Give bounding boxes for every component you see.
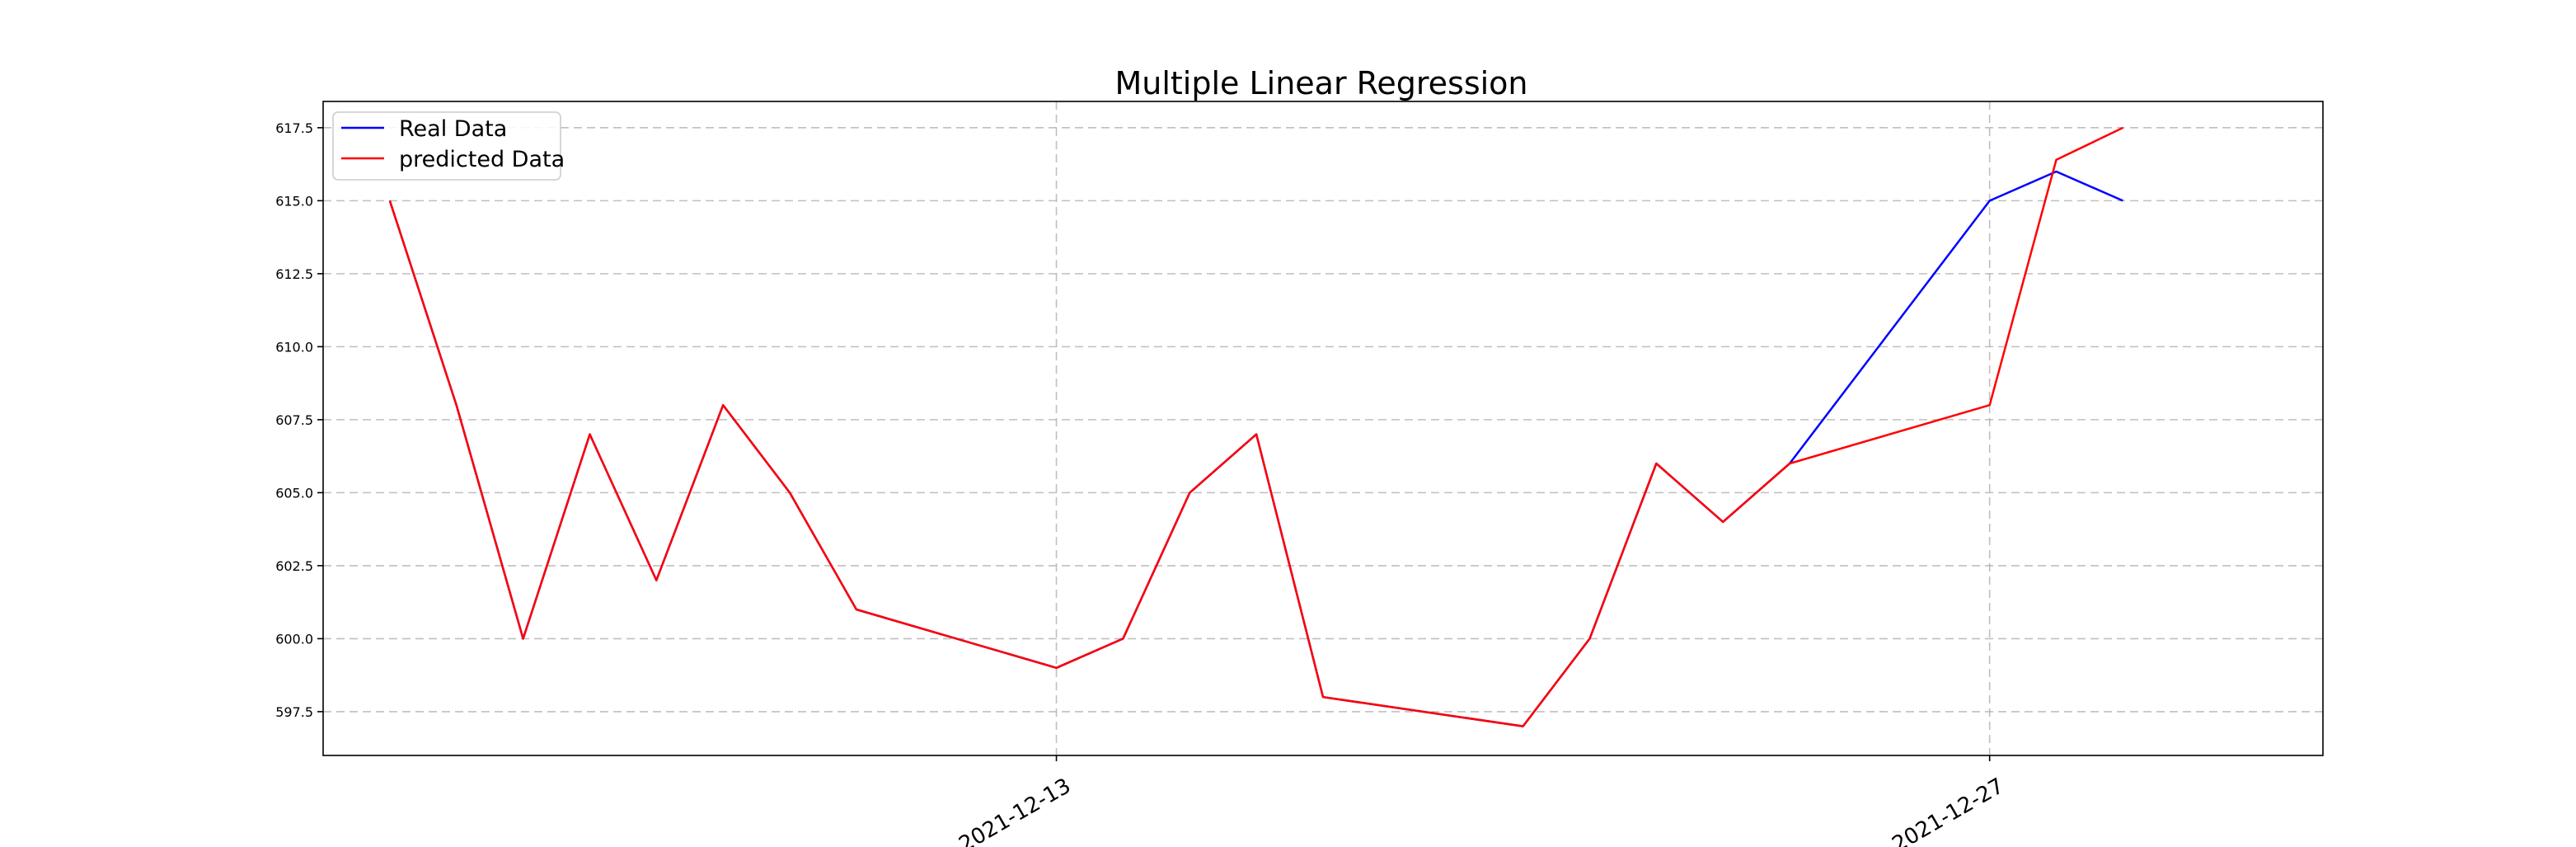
chart-title: Multiple Linear Regression <box>1114 65 1527 101</box>
y-tick-label: 617.5 <box>275 120 313 136</box>
y-tick-label: 612.5 <box>275 266 313 282</box>
legend: Real Data predicted Data <box>332 111 565 181</box>
y-tick-label: 607.5 <box>275 412 313 428</box>
series-line-predicted-data <box>388 126 2123 727</box>
grid-layer <box>323 101 2323 755</box>
y-tick-label: 597.5 <box>275 704 313 720</box>
legend-label-predicted-data: predicted Data <box>399 147 565 172</box>
y-tick-label: 615.0 <box>275 193 313 209</box>
y-tick-label: 610.0 <box>275 339 313 355</box>
plot-area-frame <box>322 101 2324 756</box>
y-tick-label: 605.0 <box>275 485 313 501</box>
series-layer <box>388 126 2123 727</box>
y-tick-label: 602.5 <box>275 558 313 574</box>
y-tick-label: 600.0 <box>275 631 313 647</box>
legend-box <box>332 111 561 181</box>
legend-label-real-data: Real Data <box>399 116 507 142</box>
